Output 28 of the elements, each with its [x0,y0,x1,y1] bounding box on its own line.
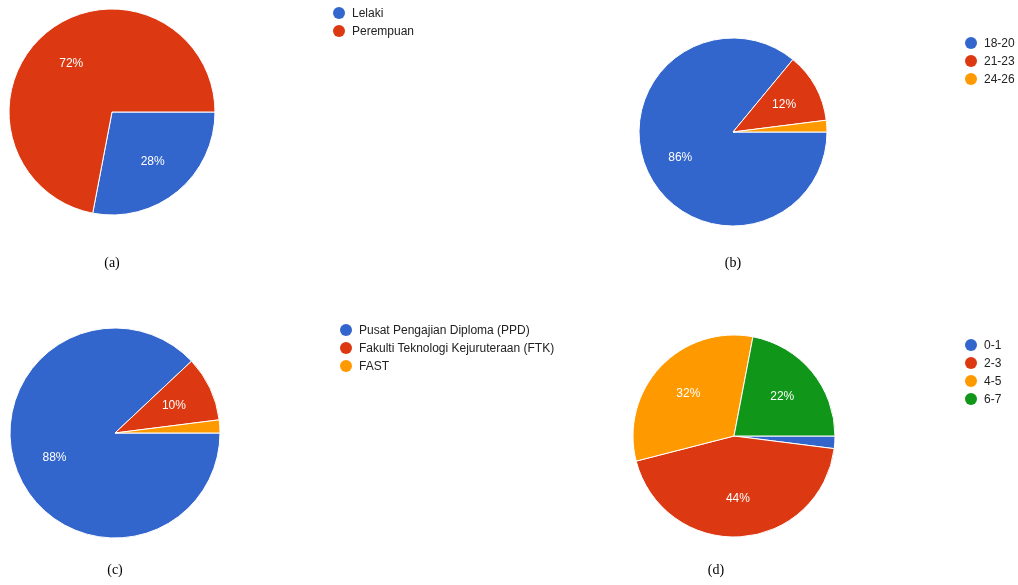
legend-label: 6-7 [984,392,1002,406]
data-label: 88% [42,449,67,464]
legend-label: 21-23 [984,54,1015,68]
data-label: 72% [59,55,84,70]
data-label: 28% [140,154,166,169]
pie-slice [638,37,828,227]
data-label: 22% [770,389,795,404]
data-label: 32% [676,386,701,401]
legend-label: FAST [359,359,390,373]
legend-label: Fakulti Teknologi Kejuruteraan (FTK) [359,341,555,355]
legend-label: 2-3 [984,356,1002,370]
data-label: 10% [161,398,187,413]
pie-slice [8,8,216,214]
text: (c) [106,562,124,578]
data-label: 44% [725,491,751,506]
legend-label: 24-26 [984,72,1015,86]
pie-slice [9,327,221,539]
legend-label: Perempuan [352,24,415,38]
legend-label: Lelaki [352,6,384,20]
data-label: 86% [668,149,693,164]
legend-label: 18-20 [984,36,1015,50]
legend-label: 0-1 [984,338,1002,352]
text: (a) [103,255,121,271]
text: (d) [706,562,726,578]
legend-label: 4-5 [984,374,1002,388]
legend-label: Pusat Pengajian Diploma (PPD) [359,323,530,337]
text: (b) [723,255,743,271]
data-label: 12% [772,96,797,111]
